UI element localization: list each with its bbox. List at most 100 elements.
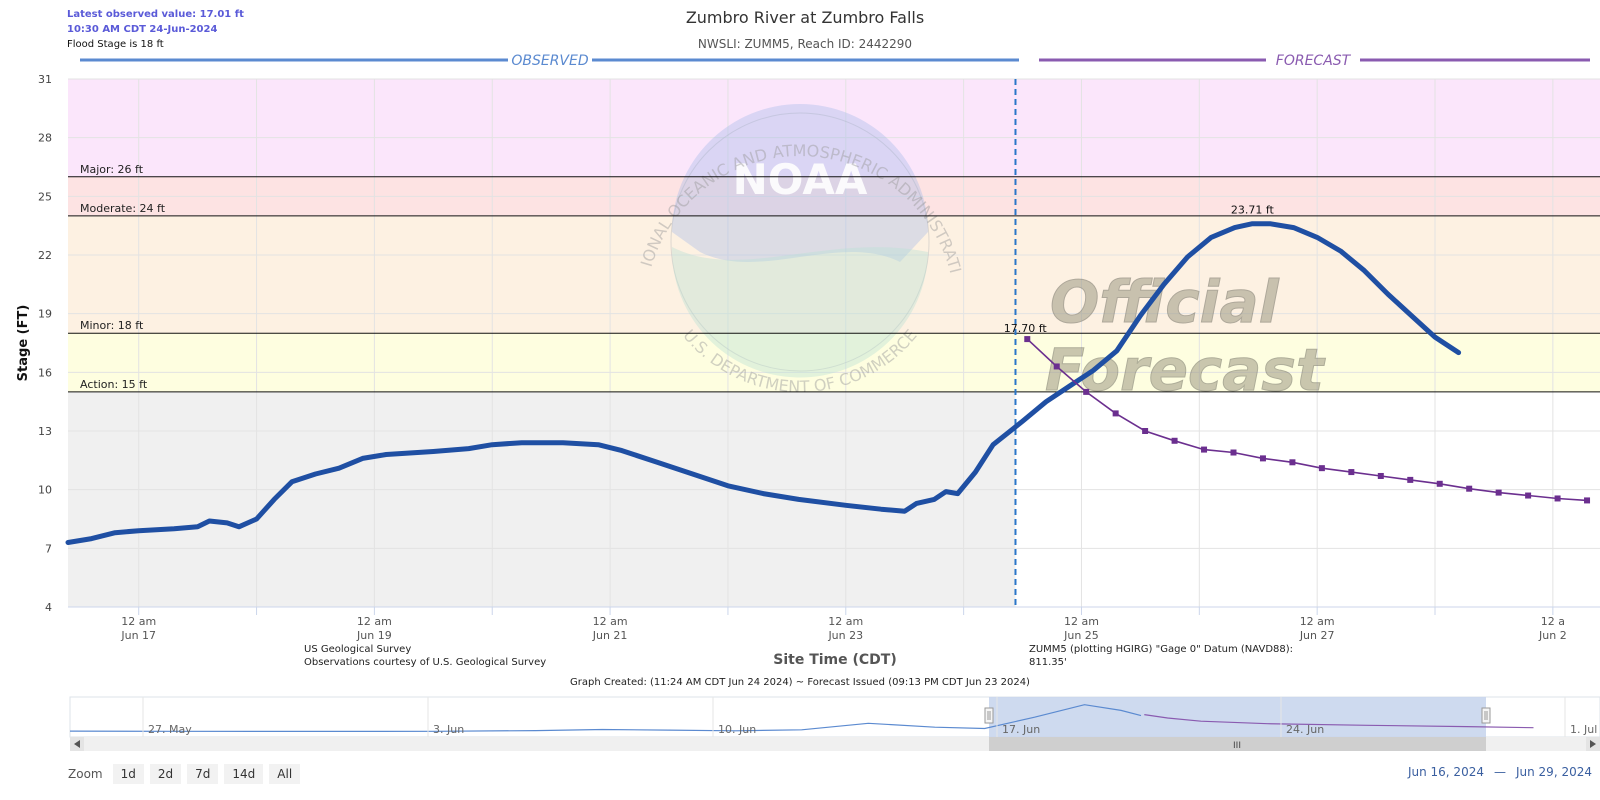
source-agency: US Geological Survey: [304, 644, 411, 655]
x-axis-title: Site Time (CDT): [773, 652, 897, 668]
y-tick-label: 10: [38, 484, 52, 497]
forecast-point: [1112, 410, 1119, 417]
forecast-label: FORECAST: [1276, 53, 1352, 69]
x-tick-date: Jun 17: [120, 629, 156, 642]
forecast-point: [1289, 459, 1296, 466]
forecast-series-line: [1026, 338, 1588, 502]
observed-header: OBSERVED: [80, 53, 1019, 69]
flood-stage-note: Flood Stage is 18 ft: [67, 39, 164, 50]
forecast-point: [1259, 455, 1266, 462]
observed-period-band: [68, 391, 1016, 607]
scrollbar[interactable]: III: [70, 737, 1600, 751]
x-tick-label: 12 am: [593, 615, 628, 628]
major-flood-band: [68, 79, 1600, 177]
y-tick-label: 4: [45, 601, 52, 614]
x-tick-label: 12 am: [357, 615, 392, 628]
y-tick-label: 7: [45, 542, 52, 555]
navigator-date-label: 10. Jun: [718, 723, 756, 736]
zoom-all-button[interactable]: All: [269, 764, 301, 784]
datum-note: ZUMM5 (plotting HGIRG) "Gage 0" Datum (N…: [1029, 644, 1293, 655]
chart-subtitle: NWSLI: ZUMM5, Reach ID: 2442290: [698, 37, 912, 51]
forecast-point: [1495, 489, 1502, 496]
scrollbar-grip: III: [1233, 741, 1241, 751]
forecast-point: [1142, 428, 1149, 434]
forecast-start-label: 17.70 ft: [1004, 322, 1048, 335]
y-axis-title: Stage (FT): [16, 305, 31, 382]
noaa-logo-top: [672, 104, 928, 262]
navigator[interactable]: 27. May 3. Jun 10. Jun 17. Jun 24. Jun 1. Jul: [69, 696, 1600, 738]
x-tick-label: 12 a: [1541, 615, 1565, 628]
x-tick-date: Jun 25: [1063, 629, 1099, 642]
zoom-2d-button[interactable]: 2d: [149, 764, 182, 784]
forecast-point: [1554, 495, 1561, 502]
range-to[interactable]: Jun 29, 2024: [1515, 765, 1592, 779]
y-tick-label: 25: [38, 190, 52, 203]
source-courtesy: Observations courtesy of U.S. Geological…: [304, 657, 546, 668]
y-tick-label: 13: [38, 425, 52, 438]
zoom-controls: Zoom 1d 2d 7d 14d All: [68, 763, 301, 785]
x-tick-label: 12 am: [121, 615, 156, 628]
navigator-forecast-line: [1144, 714, 1534, 729]
latest-observed-time: 10:30 AM CDT 24-Jun-2024: [67, 24, 217, 35]
zoom-label: Zoom: [68, 767, 103, 781]
forecast-point: [1083, 388, 1090, 395]
x-tick-label: 12 am: [1064, 615, 1099, 628]
scrollbar-thumb[interactable]: [989, 737, 1486, 751]
range-from[interactable]: Jun 16, 2024: [1407, 765, 1484, 779]
x-tick-label: 12 am: [828, 615, 863, 628]
y-tick-label: 19: [38, 308, 52, 321]
peak-label: 23.71 ft: [1231, 204, 1275, 217]
navigator-left-handle[interactable]: [984, 707, 994, 724]
observed-series-line: [65, 221, 1462, 545]
navigator-date-label: 27. May: [148, 723, 192, 736]
y-tick-label: 22: [38, 249, 52, 262]
x-tick-date: Jun 23: [827, 629, 863, 642]
noaa-logo-text: NOAA: [733, 155, 868, 204]
arrow-right-icon: [1590, 740, 1596, 748]
official-watermark: Official: [1050, 268, 1280, 336]
arrow-left-icon: [74, 740, 80, 748]
forecast-point: [1584, 497, 1591, 504]
forecast-point: [1171, 437, 1178, 444]
navigator-right-handle[interactable]: [1481, 707, 1491, 724]
date-range: Jun 16, 2024 — Jun 29, 2024: [1408, 765, 1592, 779]
forecast-point: [1407, 476, 1414, 483]
observed-label: OBSERVED: [511, 53, 589, 69]
action-band: [68, 333, 1600, 392]
noaa-logo-bottom: [671, 247, 928, 378]
x-tick-date: Jun 19: [356, 629, 392, 642]
forecast-point: [1201, 446, 1208, 453]
range-separator: —: [1493, 765, 1506, 779]
forecast-point: [1525, 492, 1532, 499]
y-tick-label: 16: [38, 366, 52, 379]
forecast-point: [1436, 480, 1443, 487]
action-threshold-label: Action: 15 ft: [80, 378, 148, 391]
moderate-threshold-label: Moderate: 24 ft: [80, 202, 166, 215]
forecast-point: [1024, 336, 1031, 343]
datum-value: 811.35': [1029, 657, 1067, 668]
forecast-point: [1377, 472, 1384, 479]
zoom-1d-button[interactable]: 1d: [112, 764, 144, 784]
chart-title: Zumbro River at Zumbro Falls: [686, 8, 924, 27]
forecast-point: [1053, 363, 1060, 370]
navigator-date-label: 24. Jun: [1286, 723, 1324, 736]
noaa-ring: [670, 112, 930, 372]
forecast-header: FORECAST: [1039, 53, 1590, 69]
zoom-14d-button[interactable]: 14d: [224, 764, 264, 784]
navigator-selection[interactable]: [989, 697, 1486, 737]
navigator-date-label: 17. Jun: [1002, 723, 1040, 736]
forecast-point: [1348, 469, 1355, 476]
navigator-date-label: 3. Jun: [433, 723, 464, 736]
y-tick-label: 31: [38, 73, 52, 86]
zoom-7d-button[interactable]: 7d: [187, 764, 219, 784]
navigator-observed-line: [69, 704, 1142, 733]
minor-threshold-label: Minor: 18 ft: [80, 319, 144, 332]
x-tick-date: Jun 21: [592, 629, 628, 642]
x-tick-label: 12 am: [1300, 615, 1335, 628]
forecast-point: [1318, 465, 1325, 472]
navigator-date-label: 1. Jul: [1570, 723, 1597, 736]
y-tick-label: 28: [38, 132, 52, 145]
forecast-point: [1466, 485, 1473, 492]
forecast-point: [1230, 449, 1237, 456]
